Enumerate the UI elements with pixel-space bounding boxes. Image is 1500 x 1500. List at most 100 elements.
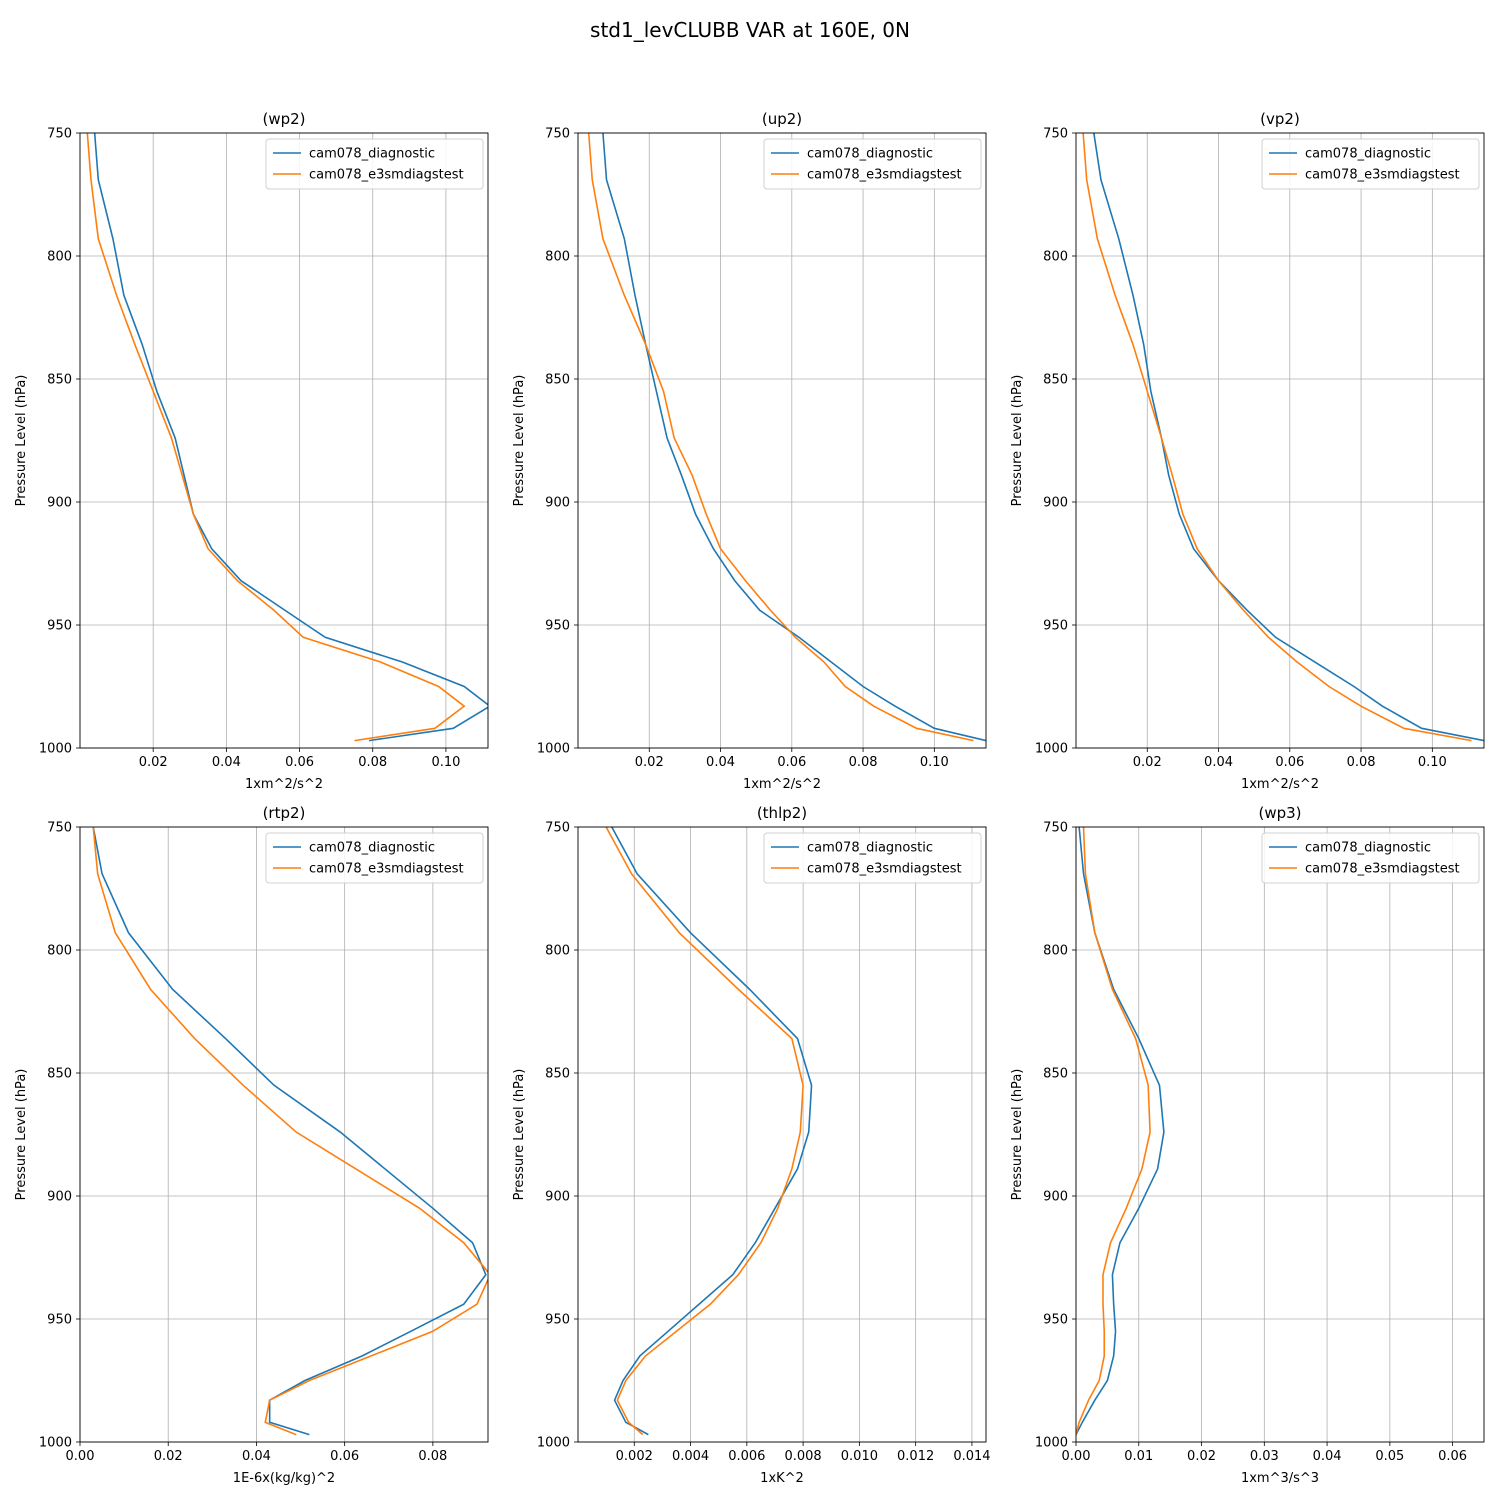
axes-frame: [1075, 826, 1485, 1443]
y-tick-label: 800: [545, 944, 570, 959]
legend: cam078_diagnostic cam078_e3smdiagstest: [763, 138, 982, 190]
legend-label: cam078_diagnostic: [309, 147, 435, 162]
legend-box: [1261, 138, 1480, 190]
y-tick-label: 1000: [537, 1436, 570, 1451]
subplot-2: 0.02 0.04 0.06 0.08 0.10 750 800 850 900 950 1000 (…: [1010, 110, 1485, 792]
x-tick-label: 0.014: [953, 1449, 990, 1464]
axes-frame: [79, 132, 489, 749]
y-tick-label: 950: [545, 1313, 570, 1328]
x-tick-label: 0.06: [285, 755, 314, 770]
y-tick-label: 900: [47, 1190, 72, 1205]
y-tick-label: 750: [545, 821, 570, 836]
subplot-title: (rtp2): [263, 804, 306, 822]
subplot-0: 0.02 0.04 0.06 0.08 0.10 750 800 850 900 950 1000 (…: [14, 110, 489, 792]
subplot-title: (up2): [762, 110, 802, 128]
y-tick-label: 800: [47, 944, 72, 959]
x-tick-label: 0.010: [841, 1449, 878, 1464]
series-line-cam078_diagnostic: [602, 133, 986, 742]
x-tick-label: 0.002: [616, 1449, 653, 1464]
legend: cam078_diagnostic cam078_e3smdiagstest: [265, 138, 484, 190]
legend-label: cam078_diagnostic: [807, 841, 933, 856]
y-tick-label: 1000: [537, 742, 570, 757]
y-tick-label: 800: [1043, 250, 1068, 265]
series-line-cam078_e3smdiagstest: [92, 827, 488, 1436]
x-tick-label: 0.00: [66, 1449, 95, 1464]
legend-label: cam078_e3smdiagstest: [807, 168, 962, 183]
series-line-cam078_e3smdiagstest: [605, 827, 804, 1436]
legend: cam078_diagnostic cam078_e3smdiagstest: [265, 832, 484, 884]
x-tick-label: 0.04: [212, 755, 241, 770]
x-tick-label: 0.08: [358, 755, 387, 770]
x-tick-label: 0.004: [672, 1449, 709, 1464]
axes-frame: [577, 826, 987, 1443]
subplot-1: 0.02 0.04 0.06 0.08 0.10 750 800 850 900 950 1000 (…: [512, 110, 987, 792]
legend-box: [1261, 832, 1480, 884]
series-line-cam078_diagnostic: [611, 827, 813, 1436]
legend-box: [265, 138, 484, 190]
x-tick-label: 0.06: [330, 1449, 359, 1464]
x-tick-label: 0.10: [920, 755, 949, 770]
y-axis-label: Pressure Level (hPa): [1010, 375, 1025, 507]
y-tick-label: 950: [47, 1313, 72, 1328]
x-tick-label: 0.04: [242, 1449, 271, 1464]
y-tick-label: 850: [1043, 1067, 1068, 1082]
y-tick-label: 850: [1043, 373, 1068, 388]
x-tick-label: 0.00: [1062, 1449, 1091, 1464]
x-tick-label: 0.08: [1347, 755, 1376, 770]
series-line-cam078_e3smdiagstest: [86, 133, 466, 742]
series-line-cam078_e3smdiagstest: [1076, 827, 1151, 1435]
x-tick-label: 0.01: [1124, 1449, 1153, 1464]
y-tick-label: 950: [1043, 619, 1068, 634]
x-tick-label: 0.02: [1133, 755, 1162, 770]
subplot-4: 0.002 0.004 0.006 0.008 0.010 0.012 0.014 750 80…: [512, 804, 991, 1486]
legend-box: [763, 832, 982, 884]
series-line-cam078_diagnostic: [1093, 133, 1484, 742]
x-tick-label: 0.05: [1375, 1449, 1404, 1464]
legend-label: cam078_e3smdiagstest: [1305, 168, 1460, 183]
y-tick-label: 1000: [39, 742, 72, 757]
x-tick-label: 0.02: [139, 755, 168, 770]
x-tick-label: 0.008: [784, 1449, 821, 1464]
y-tick-label: 900: [1043, 1190, 1068, 1205]
axes-frame: [577, 132, 987, 749]
y-tick-label: 850: [47, 373, 72, 388]
series-line-cam078_diagnostic: [93, 133, 488, 742]
y-tick-label: 850: [545, 1067, 570, 1082]
x-axis-label: 1xm^2/s^2: [743, 777, 821, 792]
legend-label: cam078_diagnostic: [1305, 147, 1431, 162]
y-tick-label: 900: [545, 1190, 570, 1205]
legend: cam078_diagnostic cam078_e3smdiagstest: [1261, 832, 1480, 884]
x-tick-label: 0.06: [1438, 1449, 1467, 1464]
x-axis-label: 1E-6x(kg/kg)^2: [233, 1471, 335, 1486]
subplot-title: (vp2): [1260, 110, 1300, 128]
legend-label: cam078_e3smdiagstest: [309, 862, 464, 877]
legend-box: [265, 832, 484, 884]
subplot-title: (thlp2): [757, 804, 807, 822]
y-tick-label: 900: [1043, 496, 1068, 511]
y-tick-label: 950: [1043, 1313, 1068, 1328]
x-tick-label: 0.02: [635, 755, 664, 770]
series-line-cam078_diagnostic: [92, 827, 487, 1436]
subplot-title: (wp2): [262, 110, 305, 128]
x-tick-label: 0.03: [1250, 1449, 1279, 1464]
legend: cam078_diagnostic cam078_e3smdiagstest: [763, 832, 982, 884]
x-tick-label: 0.10: [1418, 755, 1447, 770]
series-line-cam078_e3smdiagstest: [587, 133, 974, 742]
y-tick-label: 900: [545, 496, 570, 511]
x-axis-label: 1xm^3/s^3: [1241, 1471, 1319, 1486]
x-tick-label: 0.02: [154, 1449, 183, 1464]
y-tick-label: 800: [1043, 944, 1068, 959]
legend-label: cam078_e3smdiagstest: [1305, 862, 1460, 877]
series-line-cam078_diagnostic: [1076, 827, 1165, 1435]
y-axis-label: Pressure Level (hPa): [14, 1069, 29, 1201]
legend-label: cam078_e3smdiagstest: [807, 862, 962, 877]
y-tick-label: 750: [47, 821, 72, 836]
x-tick-label: 0.02: [1187, 1449, 1216, 1464]
y-tick-label: 950: [47, 619, 72, 634]
x-tick-label: 0.04: [1313, 1449, 1342, 1464]
legend-label: cam078_e3smdiagstest: [309, 168, 464, 183]
figure-title: std1_levCLUBB VAR at 160E, 0N: [590, 18, 910, 42]
legend-label: cam078_diagnostic: [1305, 841, 1431, 856]
y-axis-label: Pressure Level (hPa): [1010, 1069, 1025, 1201]
x-tick-label: 0.06: [777, 755, 806, 770]
